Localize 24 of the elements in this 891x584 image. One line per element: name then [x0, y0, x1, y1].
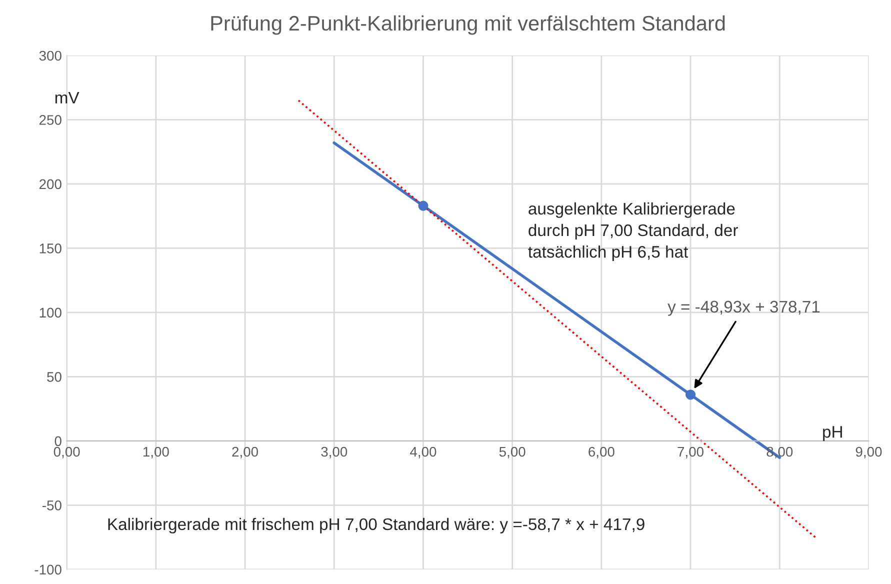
y-tick-label: 0 [54, 436, 62, 446]
x-tick-label: 9,00 [856, 446, 882, 458]
y-tick-label: 100 [40, 308, 62, 318]
x-tick-label: 7,00 [678, 446, 704, 458]
annotation: Kalibriergerade mit frischem pH 7,00 Standard wäre: y =-58,7 * x + 417,9 [108, 518, 644, 534]
y-tick-label: 200 [39, 179, 62, 190]
x-tick-label: 2,00 [232, 446, 258, 458]
annotation: y = -48,93x + 378,71 [668, 300, 820, 316]
chart-title: Prüfung 2-Punkt-Kalibrierung mit verfälschtem Standard [211, 15, 725, 35]
x-tick-label: 5,00 [499, 446, 526, 458]
x-tick-label: 6,00 [588, 446, 614, 458]
x-tick-label: 3,00 [321, 446, 348, 458]
y-axis-title: mV [55, 92, 80, 104]
annotation: ausgelenkte Kalibriergerade durch pH 7,00 Standard, der tatsächlich pH 6,5 hat [528, 202, 738, 262]
y-tick-label: 250 [39, 115, 62, 125]
y-tick-label: 150 [40, 244, 62, 254]
y-tick-label: -100 [34, 564, 62, 575]
y-tick-label: 50 [47, 372, 62, 382]
y-tick-label: 300 [39, 50, 62, 61]
x-axis-title: pH [823, 426, 842, 442]
x-tick-label: 1,00 [143, 446, 169, 458]
y-tick-label: -50 [42, 500, 62, 510]
x-tick-label: 4,00 [410, 446, 436, 458]
x-tick-label: 0,00 [54, 446, 80, 458]
